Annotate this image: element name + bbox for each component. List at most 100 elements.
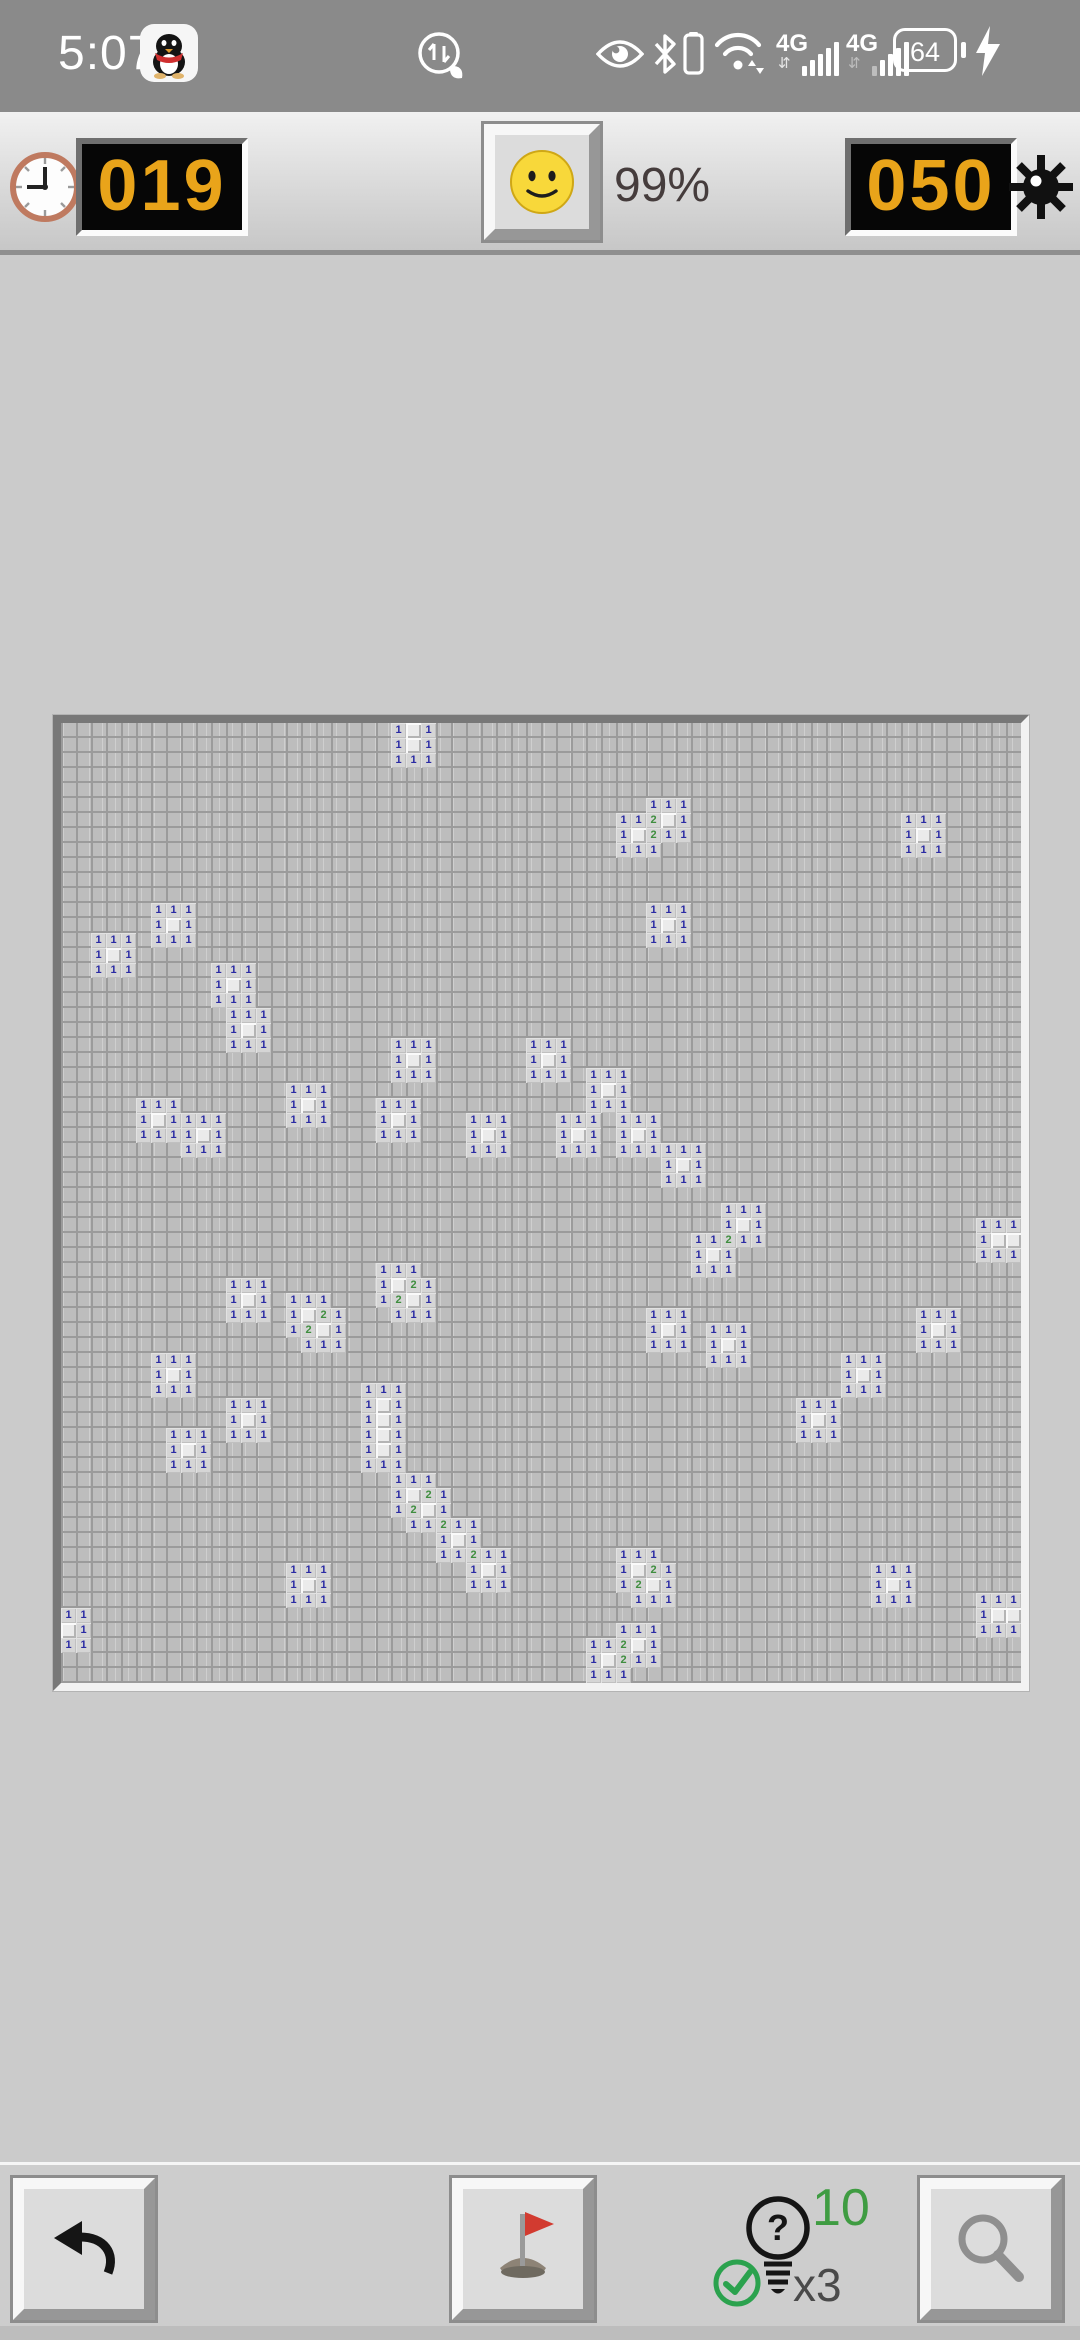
revealed-cell[interactable]: 1 xyxy=(241,1038,256,1053)
revealed-cell[interactable]: 1 xyxy=(76,1638,91,1653)
revealed-cell[interactable]: 1 xyxy=(151,933,166,948)
revealed-cell[interactable]: 1 xyxy=(436,1488,451,1503)
revealed-cell[interactable]: 1 xyxy=(256,1308,271,1323)
undo-button[interactable] xyxy=(10,2175,158,2323)
revealed-cell[interactable]: 1 xyxy=(796,1428,811,1443)
revealed-cell[interactable]: 1 xyxy=(151,1098,166,1113)
revealed-cell[interactable]: 1 xyxy=(691,1158,706,1173)
raised-tile[interactable] xyxy=(391,1113,406,1128)
revealed-cell[interactable]: 1 xyxy=(421,753,436,768)
revealed-cell[interactable]: 1 xyxy=(166,1353,181,1368)
revealed-cell[interactable]: 1 xyxy=(856,1383,871,1398)
revealed-cell[interactable]: 1 xyxy=(496,1128,511,1143)
revealed-cell[interactable]: 1 xyxy=(901,1563,916,1578)
revealed-cell[interactable]: 1 xyxy=(646,918,661,933)
revealed-cell[interactable]: 1 xyxy=(106,933,121,948)
revealed-cell[interactable]: 1 xyxy=(541,1038,556,1053)
revealed-cell[interactable]: 1 xyxy=(646,1638,661,1653)
raised-tile[interactable] xyxy=(406,738,421,753)
revealed-cell[interactable]: 1 xyxy=(406,1128,421,1143)
revealed-cell[interactable]: 1 xyxy=(616,1548,631,1563)
raised-tile[interactable] xyxy=(811,1413,826,1428)
raised-tile[interactable] xyxy=(631,1563,646,1578)
revealed-cell[interactable]: 1 xyxy=(556,1113,571,1128)
revealed-cell[interactable]: 1 xyxy=(736,1233,751,1248)
revealed-cell[interactable]: 1 xyxy=(286,1563,301,1578)
raised-tile[interactable] xyxy=(631,1128,646,1143)
revealed-cell[interactable]: 1 xyxy=(901,1593,916,1608)
revealed-cell[interactable]: 1 xyxy=(826,1413,841,1428)
revealed-cell[interactable]: 1 xyxy=(361,1413,376,1428)
revealed-cell[interactable]: 1 xyxy=(661,1563,676,1578)
revealed-cell[interactable]: 1 xyxy=(646,1113,661,1128)
revealed-cell[interactable]: 1 xyxy=(751,1218,766,1233)
revealed-cell[interactable]: 1 xyxy=(676,1173,691,1188)
revealed-cell[interactable]: 1 xyxy=(226,1293,241,1308)
revealed-cell[interactable]: 1 xyxy=(181,903,196,918)
revealed-cell[interactable]: 1 xyxy=(391,1128,406,1143)
raised-tile[interactable] xyxy=(886,1578,901,1593)
raised-tile[interactable] xyxy=(226,978,241,993)
revealed-cell[interactable]: 1 xyxy=(151,1353,166,1368)
revealed-cell[interactable]: 1 xyxy=(151,918,166,933)
revealed-cell[interactable]: 2 xyxy=(721,1233,736,1248)
revealed-cell[interactable]: 1 xyxy=(451,1548,466,1563)
revealed-cell[interactable]: 1 xyxy=(931,828,946,843)
revealed-cell[interactable]: 1 xyxy=(151,1383,166,1398)
revealed-cell[interactable]: 1 xyxy=(616,828,631,843)
raised-tile[interactable] xyxy=(196,1128,211,1143)
revealed-cell[interactable]: 2 xyxy=(631,1578,646,1593)
revealed-cell[interactable]: 1 xyxy=(466,1143,481,1158)
revealed-cell[interactable]: 1 xyxy=(181,1368,196,1383)
zoom-button[interactable] xyxy=(917,2175,1065,2323)
revealed-cell[interactable]: 1 xyxy=(571,1143,586,1158)
revealed-cell[interactable]: 1 xyxy=(376,1113,391,1128)
revealed-cell[interactable]: 1 xyxy=(136,1128,151,1143)
revealed-cell[interactable]: 1 xyxy=(751,1203,766,1218)
revealed-cell[interactable]: 1 xyxy=(286,1593,301,1608)
raised-tile[interactable] xyxy=(391,1278,406,1293)
revealed-cell[interactable]: 1 xyxy=(481,1113,496,1128)
revealed-cell[interactable]: 1 xyxy=(661,828,676,843)
revealed-cell[interactable]: 1 xyxy=(166,1098,181,1113)
revealed-cell[interactable]: 1 xyxy=(361,1458,376,1473)
revealed-cell[interactable]: 1 xyxy=(211,1128,226,1143)
revealed-cell[interactable]: 1 xyxy=(301,1338,316,1353)
revealed-cell[interactable]: 1 xyxy=(316,1083,331,1098)
revealed-cell[interactable]: 1 xyxy=(421,1068,436,1083)
raised-tile[interactable] xyxy=(661,1323,676,1338)
revealed-cell[interactable]: 1 xyxy=(241,1278,256,1293)
revealed-cell[interactable]: 1 xyxy=(916,813,931,828)
revealed-cell[interactable]: 1 xyxy=(661,1338,676,1353)
revealed-cell[interactable]: 1 xyxy=(676,1323,691,1338)
revealed-cell[interactable]: 1 xyxy=(661,903,676,918)
revealed-cell[interactable]: 1 xyxy=(166,1383,181,1398)
revealed-cell[interactable]: 1 xyxy=(286,1113,301,1128)
revealed-cell[interactable]: 1 xyxy=(556,1068,571,1083)
revealed-cell[interactable]: 1 xyxy=(646,1143,661,1158)
raised-tile[interactable] xyxy=(166,918,181,933)
revealed-cell[interactable]: 1 xyxy=(841,1353,856,1368)
revealed-cell[interactable]: 1 xyxy=(616,1623,631,1638)
revealed-cell[interactable]: 2 xyxy=(316,1308,331,1323)
raised-tile[interactable] xyxy=(661,918,676,933)
revealed-cell[interactable]: 1 xyxy=(586,1653,601,1668)
smiley-button[interactable] xyxy=(481,121,603,243)
revealed-cell[interactable]: 1 xyxy=(121,933,136,948)
revealed-cell[interactable]: 1 xyxy=(121,948,136,963)
revealed-cell[interactable]: 1 xyxy=(706,1353,721,1368)
revealed-cell[interactable]: 1 xyxy=(376,1293,391,1308)
raised-tile[interactable] xyxy=(1006,1233,1021,1248)
revealed-cell[interactable]: 1 xyxy=(421,1053,436,1068)
revealed-cell[interactable]: 1 xyxy=(811,1398,826,1413)
revealed-cell[interactable]: 1 xyxy=(316,1098,331,1113)
raised-tile[interactable] xyxy=(376,1413,391,1428)
revealed-cell[interactable]: 1 xyxy=(721,1218,736,1233)
raised-tile[interactable] xyxy=(181,1443,196,1458)
revealed-cell[interactable]: 1 xyxy=(541,1068,556,1083)
revealed-cell[interactable]: 1 xyxy=(631,1143,646,1158)
revealed-cell[interactable]: 1 xyxy=(796,1413,811,1428)
revealed-cell[interactable]: 1 xyxy=(556,1053,571,1068)
revealed-cell[interactable]: 1 xyxy=(391,1398,406,1413)
revealed-cell[interactable]: 1 xyxy=(391,723,406,738)
